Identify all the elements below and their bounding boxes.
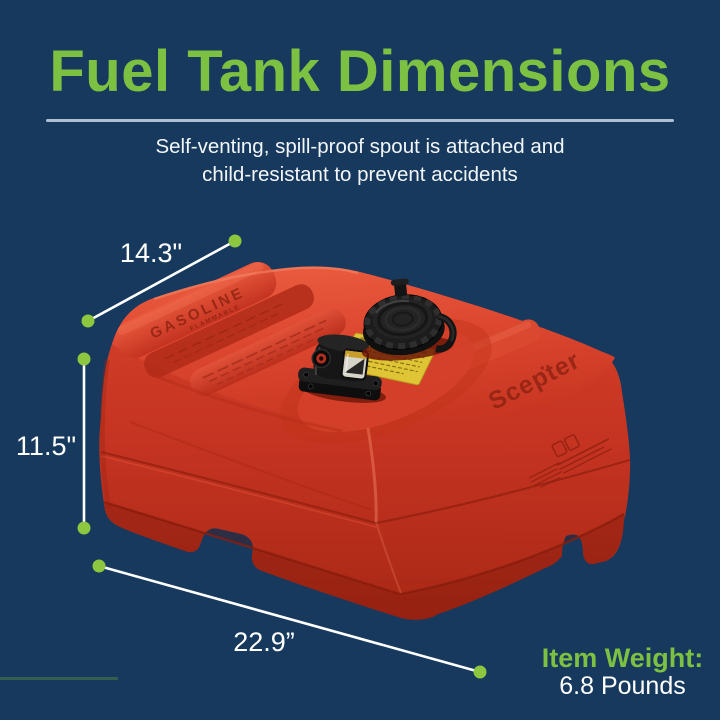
top-channel: [144, 284, 314, 378]
dimension-dot: [92, 559, 106, 573]
dimension-dot: [77, 521, 91, 535]
dimension-dot: [81, 314, 95, 328]
dimension-overlays: 14.3" 11.5" 22.9”: [16, 234, 487, 679]
skirt-ledge-right: [399, 512, 625, 596]
certification-marks: [551, 434, 612, 474]
dimension-label-height: 11.5": [16, 431, 76, 461]
dimension-label-depth: 14.3": [120, 238, 182, 268]
corner-highlight: [366, 427, 378, 523]
subtitle-line-1: Self-venting, spill-proof spout is attac…: [155, 135, 565, 158]
dimension-line-length: [97, 564, 482, 674]
mold-seam-left: [100, 450, 377, 525]
item-weight-value: 6.8 Pounds: [559, 672, 686, 700]
mold-seam-right: [375, 458, 631, 525]
skirt-ledge-left: [103, 500, 401, 596]
item-weight-block: Item Weight: 6.8 Pounds: [500, 644, 720, 700]
crest-highlight: [153, 266, 359, 301]
decorative-green-line: [0, 677, 118, 680]
subtitle-line-2: child-resistant to prevent accidents: [202, 163, 518, 186]
mold-seam-highlight: [100, 455, 377, 528]
tank-skirt: [104, 502, 625, 620]
top-rail-2: [190, 308, 346, 396]
dimension-label-length: 22.9”: [233, 627, 295, 657]
front-groove-1: [149, 372, 343, 433]
front-groove-2: [129, 421, 373, 511]
left-edge-shade: [99, 359, 112, 509]
fuel-tank: GASOLINE FLAMMABLE: [99, 262, 631, 620]
item-weight-label: Item Weight:: [541, 643, 704, 673]
fuel-gauge-fitting: [298, 334, 386, 403]
dimension-dot: [77, 352, 91, 366]
molded-spec-text: [528, 462, 562, 489]
subtitle: Self-venting, spill-proof spout is attac…: [0, 133, 720, 189]
title-divider: [46, 119, 674, 122]
corner-highlight-lower: [375, 521, 402, 594]
dimension-dot: [228, 234, 242, 248]
dimension-dot: [473, 665, 487, 679]
dimension-line-depth: [86, 239, 237, 323]
fuel-cap: [362, 278, 457, 361]
page-title: Fuel Tank Dimensions: [49, 39, 671, 104]
